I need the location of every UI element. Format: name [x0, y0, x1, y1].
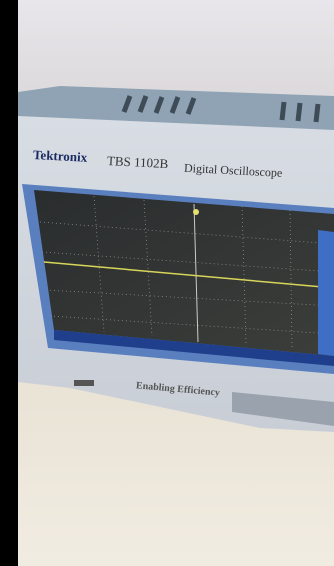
side-menu [318, 230, 334, 356]
page: Tektronix TBS 1102B Digital Oscilloscope… [0, 0, 334, 566]
screen [34, 190, 334, 356]
photo: Tektronix TBS 1102B Digital Oscilloscope… [0, 0, 334, 566]
wall [18, 0, 334, 100]
left-border [0, 0, 18, 566]
foot [74, 380, 94, 386]
brand: Tektronix [33, 147, 88, 165]
trigger-marker [193, 209, 199, 215]
